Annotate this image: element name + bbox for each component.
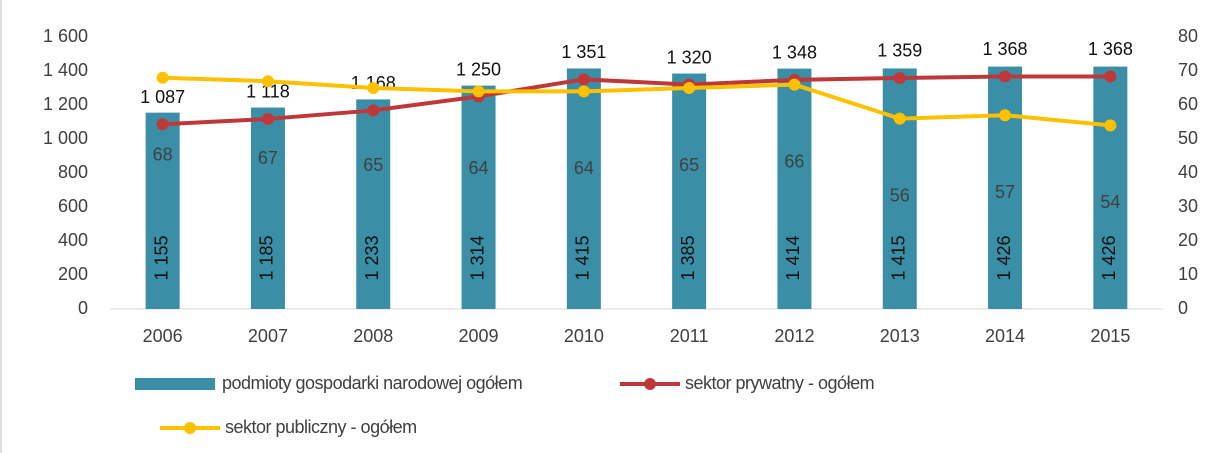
line-value-label: 1 368 xyxy=(1088,39,1133,59)
x-tick-label: 2006 xyxy=(143,326,183,346)
line xyxy=(162,75,1111,128)
bar xyxy=(988,66,1023,309)
bar xyxy=(566,68,601,309)
point xyxy=(367,104,380,117)
x-tick-label: 2008 xyxy=(353,326,393,346)
x-tick-label: 2007 xyxy=(248,326,288,346)
x-tick-label: 2013 xyxy=(880,326,920,346)
legend-label: sektor publiczny - ogółem xyxy=(225,417,417,437)
x-tick-label: 2012 xyxy=(774,326,814,346)
line-value-label: 1 250 xyxy=(456,59,501,79)
y2-tick-label: 50 xyxy=(1178,128,1198,148)
x-tick-label: 2014 xyxy=(985,326,1025,346)
y-tick-label: 1 600 xyxy=(43,26,88,46)
legend-label: podmioty gospodarki narodowej ogółem xyxy=(222,373,522,393)
bar xyxy=(777,68,812,310)
y-tick-label: 1 400 xyxy=(43,60,88,80)
point xyxy=(893,112,906,125)
bar-value-label: 1 385 xyxy=(678,235,698,280)
legend-label: sektor prywatny - ogółem xyxy=(685,373,874,393)
y2-tick-label: 60 xyxy=(1178,94,1198,114)
point xyxy=(999,109,1012,122)
line-value-label: 64 xyxy=(469,158,489,178)
line-value-label: 1 348 xyxy=(772,43,817,63)
y-tick-label: 0 xyxy=(78,298,88,318)
y-tick-label: 600 xyxy=(58,196,88,216)
point xyxy=(1104,119,1117,132)
x-tick-label: 2015 xyxy=(1090,326,1130,346)
point xyxy=(156,71,169,84)
line xyxy=(162,74,1111,127)
y-tick-label: 200 xyxy=(58,264,88,284)
bar xyxy=(250,107,285,309)
legend-swatch xyxy=(184,422,196,434)
bar xyxy=(356,99,391,309)
y2-tick-label: 0 xyxy=(1178,298,1188,318)
x-tick-label: 2009 xyxy=(459,326,499,346)
legend-swatch xyxy=(135,378,215,390)
line-value-label: 56 xyxy=(890,185,910,205)
line-value-label: 1 320 xyxy=(667,47,712,67)
y2-tick-label: 10 xyxy=(1178,264,1198,284)
point xyxy=(577,85,590,98)
y2-tick-label: 30 xyxy=(1178,196,1198,216)
point xyxy=(261,75,274,88)
bar-value-label: 1 426 xyxy=(994,235,1014,280)
line-value-label: 1 351 xyxy=(561,42,606,62)
bar-value-label: 1 414 xyxy=(783,235,803,280)
line-value-label: 67 xyxy=(258,148,278,168)
y-tick-label: 800 xyxy=(58,162,88,182)
point xyxy=(577,73,590,86)
line-value-label: 1 359 xyxy=(877,41,922,61)
line-value-label: 1 087 xyxy=(140,87,185,107)
line-value-label: 65 xyxy=(363,155,383,175)
bar-value-label: 1 415 xyxy=(889,235,909,280)
point xyxy=(367,82,380,94)
bar-value-label: 1 314 xyxy=(467,235,487,280)
y2-tick-label: 20 xyxy=(1178,230,1198,250)
x-tick-label: 2010 xyxy=(564,326,604,346)
y-tick-label: 400 xyxy=(58,230,88,250)
line-value-label: 1 368 xyxy=(983,39,1028,59)
bar-value-label: 1 185 xyxy=(257,235,277,280)
line-value-label: 68 xyxy=(153,145,173,165)
y2-tick-label: 70 xyxy=(1178,60,1198,80)
bar xyxy=(145,112,180,310)
point xyxy=(1104,70,1117,83)
bar xyxy=(1093,66,1128,309)
point xyxy=(472,85,485,98)
x-tick-label: 2011 xyxy=(670,326,709,346)
legend-swatch xyxy=(644,378,656,390)
line-value-label: 1 118 xyxy=(246,82,290,102)
point xyxy=(788,78,801,91)
bar-value-label: 1 233 xyxy=(362,235,382,280)
bar-value-label: 1 415 xyxy=(573,235,593,280)
line-value-label: 64 xyxy=(574,158,594,178)
point xyxy=(261,112,274,125)
point xyxy=(893,71,906,84)
bar xyxy=(882,68,917,309)
point xyxy=(156,118,169,131)
point xyxy=(683,82,696,94)
y-tick-label: 1 200 xyxy=(43,94,88,114)
line-value-label: 66 xyxy=(784,151,804,171)
bar xyxy=(672,73,707,309)
bar-value-label: 1 426 xyxy=(1099,235,1119,280)
line-value-label: 65 xyxy=(679,155,699,175)
y2-tick-label: 40 xyxy=(1178,162,1198,182)
bar xyxy=(461,85,496,310)
y-tick-label: 1 000 xyxy=(43,128,88,148)
line-value-label: 57 xyxy=(995,182,1015,202)
point xyxy=(999,70,1012,83)
bar-value-label: 1 155 xyxy=(151,235,171,280)
line-value-label: 54 xyxy=(1100,192,1120,212)
y2-tick-label: 80 xyxy=(1178,26,1198,46)
